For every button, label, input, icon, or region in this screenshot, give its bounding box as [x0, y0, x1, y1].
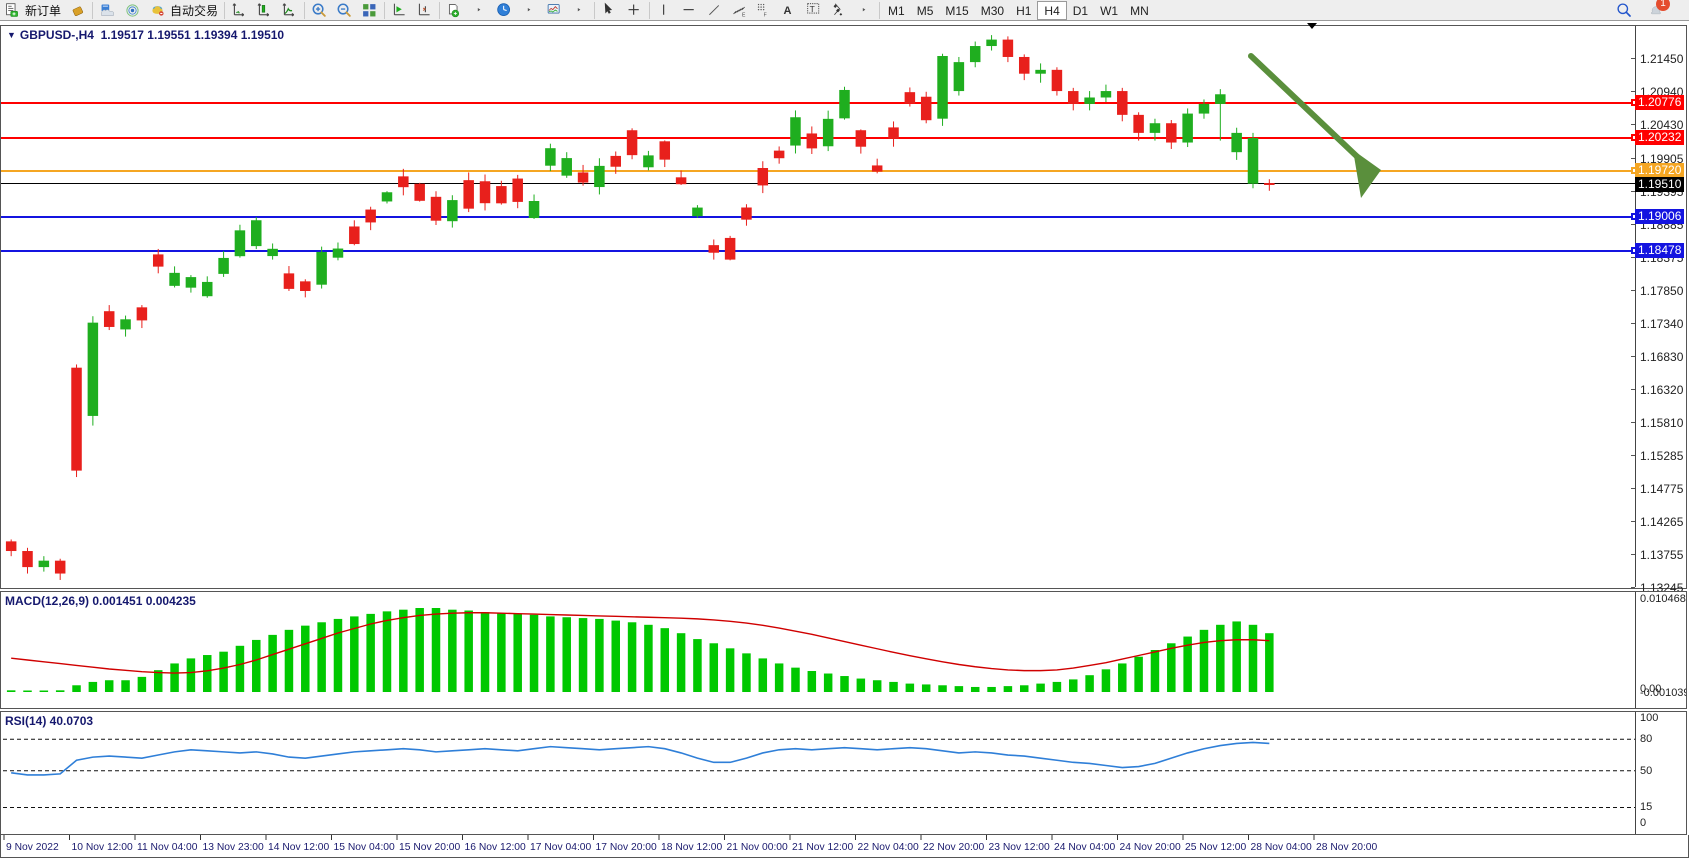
- svg-text:23 Nov 12:00: 23 Nov 12:00: [989, 842, 1051, 853]
- svg-text:F: F: [764, 12, 767, 18]
- svg-text:10 Nov 12:00: 10 Nov 12:00: [72, 842, 134, 853]
- svg-text:18 Nov 12:00: 18 Nov 12:00: [661, 842, 723, 853]
- svg-text:22 Nov 20:00: 22 Nov 20:00: [923, 842, 985, 853]
- svg-text:A: A: [784, 5, 792, 17]
- svg-text:17 Nov 20:00: 17 Nov 20:00: [596, 842, 658, 853]
- svg-text:17 Nov 04:00: 17 Nov 04:00: [530, 842, 592, 853]
- svg-text:28 Nov 20:00: 28 Nov 20:00: [1316, 842, 1378, 853]
- svg-text:21 Nov 12:00: 21 Nov 12:00: [792, 842, 854, 853]
- svg-text:25 Nov 12:00: 25 Nov 12:00: [1185, 842, 1247, 853]
- svg-text:22 Nov 04:00: 22 Nov 04:00: [858, 842, 920, 853]
- svg-text:24 Nov 04:00: 24 Nov 04:00: [1054, 842, 1116, 853]
- svg-text:15 Nov 20:00: 15 Nov 20:00: [399, 842, 461, 853]
- svg-text:14 Nov 12:00: 14 Nov 12:00: [268, 842, 330, 853]
- svg-text:28 Nov 04:00: 28 Nov 04:00: [1251, 842, 1313, 853]
- svg-text:11 Nov 04:00: 11 Nov 04:00: [137, 842, 198, 853]
- svg-text:9 Nov 2022: 9 Nov 2022: [6, 842, 59, 853]
- svg-text:24 Nov 20:00: 24 Nov 20:00: [1120, 842, 1182, 853]
- svg-text:16 Nov 12:00: 16 Nov 12:00: [465, 842, 527, 853]
- svg-text:T: T: [810, 4, 815, 14]
- svg-text:13 Nov 23:00: 13 Nov 23:00: [203, 842, 265, 853]
- svg-text:21 Nov 00:00: 21 Nov 00:00: [727, 842, 789, 853]
- svg-text:15 Nov 04:00: 15 Nov 04:00: [334, 842, 396, 853]
- svg-text:E: E: [742, 12, 746, 18]
